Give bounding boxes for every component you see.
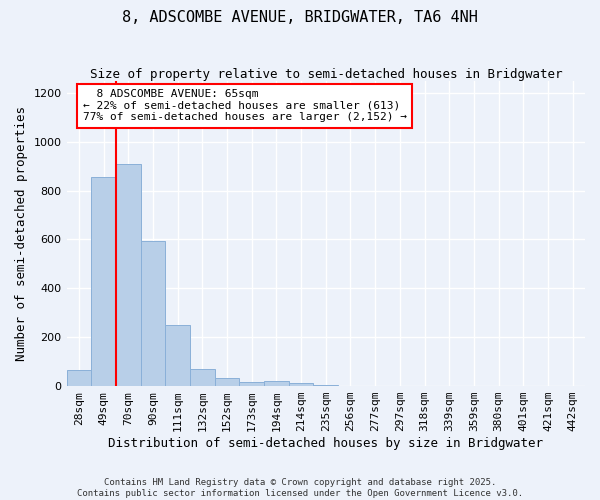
Bar [239,382,264,386]
Bar [190,369,215,386]
Bar [140,240,165,386]
Text: 8 ADSCOMBE AVENUE: 65sqm
← 22% of semi-detached houses are smaller (613)
77% of : 8 ADSCOMBE AVENUE: 65sqm ← 22% of semi-d… [83,89,407,122]
Bar [116,164,140,386]
Bar [313,385,338,386]
Bar [67,370,91,386]
Text: Contains HM Land Registry data © Crown copyright and database right 2025.
Contai: Contains HM Land Registry data © Crown c… [77,478,523,498]
X-axis label: Distribution of semi-detached houses by size in Bridgwater: Distribution of semi-detached houses by … [108,437,543,450]
Bar [264,381,289,386]
Bar [91,177,116,386]
Title: Size of property relative to semi-detached houses in Bridgwater: Size of property relative to semi-detach… [89,68,562,80]
Bar [165,325,190,386]
Bar [289,383,313,386]
Bar [215,378,239,386]
Text: 8, ADSCOMBE AVENUE, BRIDGWATER, TA6 4NH: 8, ADSCOMBE AVENUE, BRIDGWATER, TA6 4NH [122,10,478,25]
Y-axis label: Number of semi-detached properties: Number of semi-detached properties [15,106,28,361]
